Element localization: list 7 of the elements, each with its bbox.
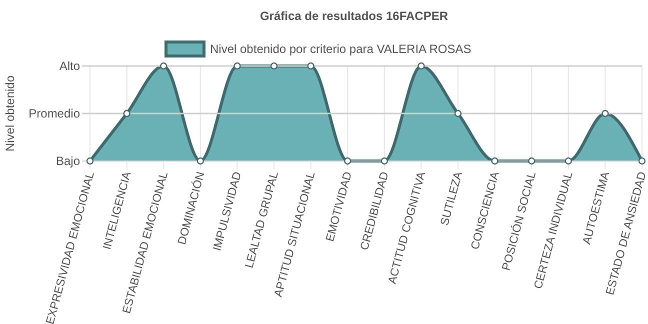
ref-line-label: Alto xyxy=(59,59,80,73)
x-tick-label: LEALTAD GRUPAL xyxy=(244,170,282,270)
y-axis-title: Nivel obtenido xyxy=(3,75,17,152)
legend-label: Nivel obtenido por criterio para VALERIA ROSAS xyxy=(210,42,472,56)
text: Bajo xyxy=(56,154,80,168)
chart-title: Gráfica de resultados 16FACPER xyxy=(260,9,448,23)
ref-line-label: Promedio xyxy=(28,106,80,120)
